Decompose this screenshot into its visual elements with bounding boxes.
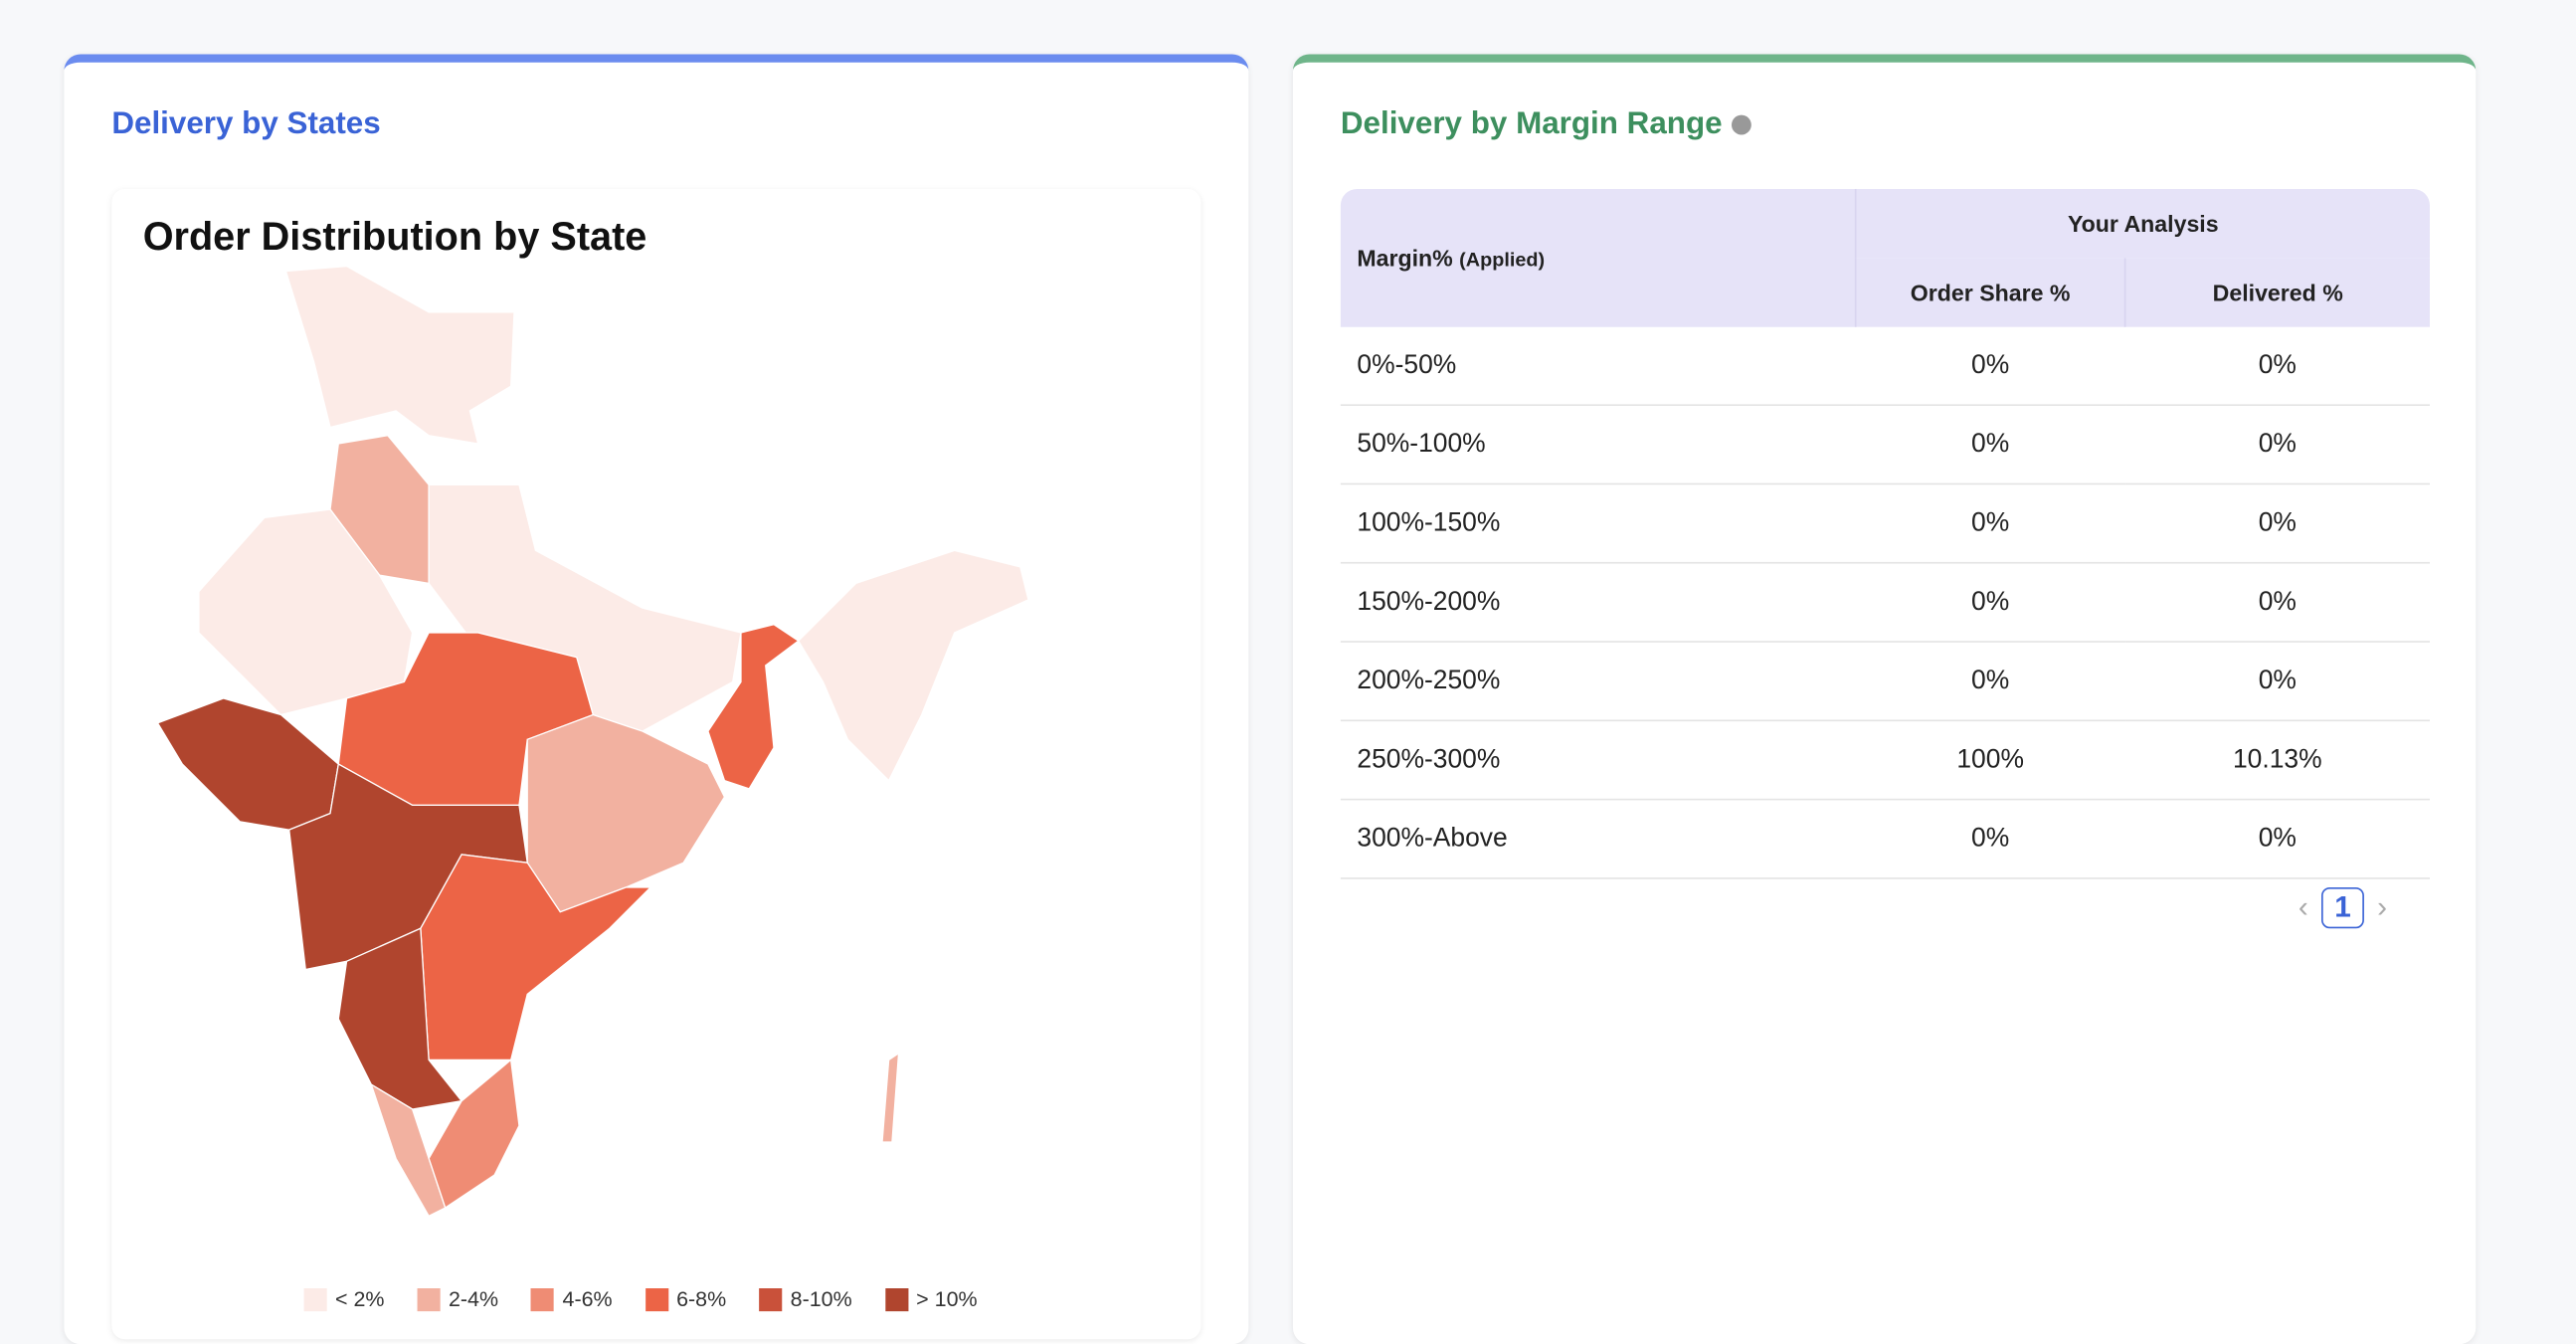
state xyxy=(707,623,800,790)
legend-label: 4-6% xyxy=(562,1286,613,1312)
state xyxy=(198,508,414,716)
legend-item: 2-4% xyxy=(417,1286,499,1312)
legend-item: > 10% xyxy=(884,1286,978,1312)
margin-card: Delivery by Margin Range Margin% (Applie… xyxy=(1292,54,2477,1344)
table-body: 0%-50% 0% 0% 50%-100% 0% 0% 100%-150% 0% 0% 150%-… xyxy=(1340,326,2431,879)
table-cell: 0% xyxy=(2124,799,2431,879)
map-legend: < 2% 2-4% 4-6% 6-8% 8-10% > 10% xyxy=(303,1286,978,1312)
legend-item: 8-10% xyxy=(759,1286,852,1312)
table-row: 200%-250% 0% 0% xyxy=(1340,642,2431,722)
info-icon[interactable] xyxy=(1731,114,1751,135)
table-cell: 0% xyxy=(2124,483,2431,564)
table-cell: 0%-50% xyxy=(1340,326,1856,406)
table-cell: 300%-Above xyxy=(1340,799,1856,879)
islands xyxy=(881,1052,900,1143)
card-title: Delivery by States xyxy=(111,106,381,142)
table-row: 100%-150% 0% 0% xyxy=(1340,483,2431,564)
pagination: ‹ 1 › xyxy=(2298,886,2388,929)
margin-table: Margin% (Applied) Your Analysis Order Sh… xyxy=(1340,188,2431,879)
page: Delivery by States Order Distribution by… xyxy=(64,54,2477,1312)
table-cell: 0% xyxy=(2124,642,2431,722)
table-cell: 0% xyxy=(1855,799,2125,879)
states-card: Delivery by States Order Distribution by… xyxy=(64,54,1249,1344)
header-cell: Order Share % xyxy=(1854,258,2125,327)
table-cell: 0% xyxy=(1855,483,2125,564)
map-title: Order Distribution by State xyxy=(142,215,647,260)
state xyxy=(526,713,726,913)
header-cell: Margin% (Applied) xyxy=(1340,188,1856,327)
legend-swatch xyxy=(531,1287,555,1311)
legend-label: 2-4% xyxy=(448,1286,499,1312)
state xyxy=(370,1082,447,1218)
legend-swatch xyxy=(303,1287,327,1311)
next-button[interactable]: › xyxy=(2377,890,2388,924)
table-row: 150%-200% 0% 0% xyxy=(1340,562,2431,643)
table-row: 50%-100% 0% 0% xyxy=(1340,405,2431,485)
state xyxy=(284,265,515,445)
header-cell: Your Analysis xyxy=(1854,188,2431,259)
legend-label: 8-10% xyxy=(790,1286,852,1312)
table-cell: 0% xyxy=(1855,562,2125,643)
legend-label: 6-8% xyxy=(676,1286,727,1312)
state xyxy=(337,927,463,1110)
table-cell: 10.13% xyxy=(2124,720,2431,801)
table-cell: 0% xyxy=(2124,562,2431,643)
table-cell: 0% xyxy=(2124,326,2431,406)
state xyxy=(797,549,1029,782)
table-cell: 50%-100% xyxy=(1340,405,1856,485)
legend-item: 6-8% xyxy=(644,1286,727,1312)
table-row: 300%-Above 0% 0% xyxy=(1340,799,2431,879)
table-cell: 150%-200% xyxy=(1340,562,1856,643)
state xyxy=(156,697,339,831)
stage: Delivery by States Order Distribution by… xyxy=(64,54,2477,1312)
card-title: Delivery by Margin Range xyxy=(1340,106,1751,142)
legend-label: > 10% xyxy=(916,1286,978,1312)
table-row: 0%-50% 0% 0% xyxy=(1340,326,2431,406)
legend-swatch xyxy=(417,1287,441,1311)
table-cell: 0% xyxy=(1855,326,2125,406)
table-cell: 250%-300% xyxy=(1340,720,1856,801)
india-map xyxy=(156,265,1029,1218)
legend-label: < 2% xyxy=(334,1286,385,1312)
header-cell: Delivered % xyxy=(2123,258,2431,327)
table-cell: 200%-250% xyxy=(1340,642,1856,722)
legend-swatch xyxy=(759,1287,783,1311)
card-title-text: Delivery by Margin Range xyxy=(1340,106,1723,142)
table-cell: 0% xyxy=(2124,405,2431,485)
table-cell: 0% xyxy=(1855,642,2125,722)
header-note: (Applied) xyxy=(1459,248,1546,272)
legend-swatch xyxy=(884,1287,908,1311)
table-cell: 100% xyxy=(1855,720,2125,801)
header-text: Margin% xyxy=(1357,245,1453,272)
map-card: Order Distribution by State xyxy=(111,188,1201,1340)
prev-button[interactable]: ‹ xyxy=(2298,890,2308,924)
table-cell: 100%-150% xyxy=(1340,483,1856,564)
legend-item: 4-6% xyxy=(531,1286,613,1311)
page-button[interactable]: 1 xyxy=(2320,886,2364,929)
legend-swatch xyxy=(644,1287,668,1311)
table-cell: 0% xyxy=(1855,405,2125,485)
table-row: 250%-300% 100% 10.13% xyxy=(1340,720,2431,801)
legend-item: < 2% xyxy=(303,1286,385,1312)
